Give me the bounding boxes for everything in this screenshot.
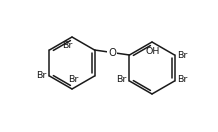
Text: OH: OH	[146, 47, 160, 56]
Text: Br: Br	[62, 41, 72, 50]
Text: Br: Br	[177, 51, 188, 60]
Text: Br: Br	[177, 76, 188, 84]
Text: Br: Br	[36, 70, 46, 79]
Text: O: O	[108, 48, 116, 58]
Text: Br: Br	[116, 76, 126, 84]
Text: Br: Br	[68, 75, 78, 84]
